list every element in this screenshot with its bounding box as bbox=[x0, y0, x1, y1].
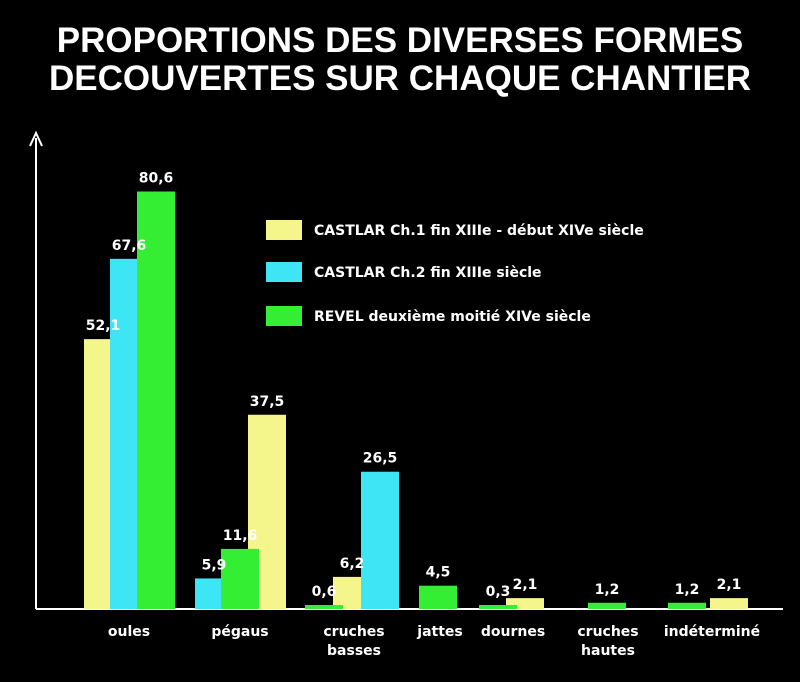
chart-legend: CASTLAR Ch.1 fin XIIIe - début XIVe sièc… bbox=[266, 220, 644, 326]
legend-swatch-series-2 bbox=[266, 262, 302, 282]
value-label-dournes-series-3: 0,3 bbox=[486, 584, 511, 600]
bar-cruches-basses-series-3 bbox=[305, 605, 343, 609]
value-label-dournes-series-1: 2,1 bbox=[513, 577, 538, 593]
x-tick-label-cruches-basses-line-1: cruches bbox=[323, 624, 384, 640]
value-label-cruches-hautes-series-3: 1,2 bbox=[595, 582, 620, 598]
bar-dournes-series-3 bbox=[479, 605, 517, 609]
value-label-cruches-basses-series-2: 26,5 bbox=[363, 451, 398, 467]
value-label-cruches-basses-series-1: 6,2 bbox=[340, 556, 365, 572]
legend-label-series-1: CASTLAR Ch.1 fin XIIIe - début XIVe sièc… bbox=[314, 223, 644, 239]
x-tick-label-dournes: dournes bbox=[481, 624, 545, 640]
chart-title: PROPORTIONS DES DIVERSES FORMES DECOUVER… bbox=[0, 22, 800, 98]
value-label-indetermine-series-3: 1,2 bbox=[675, 582, 700, 598]
bar-indetermine-series-3 bbox=[668, 602, 706, 609]
legend-swatch-series-3 bbox=[266, 306, 302, 326]
value-label-pegaus-series-3: 11,6 bbox=[223, 528, 258, 544]
x-tick-label-indetermine: indéterminé bbox=[664, 624, 760, 640]
chart-bars bbox=[84, 191, 748, 609]
bar-dournes-series-1 bbox=[506, 598, 544, 609]
x-tick-label-cruches-hautes-line-1: cruches bbox=[577, 624, 638, 640]
legend-swatch-series-1 bbox=[266, 220, 302, 240]
chart-value-labels: 52,167,680,637,55,911,66,226,50,64,52,10… bbox=[86, 170, 742, 600]
legend-label-series-3: REVEL deuxième moitié XIVe siècle bbox=[314, 309, 591, 325]
y-axis-arrow-icon bbox=[29, 130, 43, 147]
bar-oules-series-3 bbox=[137, 191, 175, 609]
bar-pegaus-series-3 bbox=[221, 548, 259, 609]
value-label-oules-series-2: 67,6 bbox=[112, 238, 147, 254]
legend-label-series-2: CASTLAR Ch.2 fin XIIIe siècle bbox=[314, 265, 542, 281]
x-tick-label-pegaus: pégaus bbox=[211, 624, 268, 640]
value-label-oules-series-3: 80,6 bbox=[139, 170, 174, 186]
x-tick-label-cruches-basses-line-2: basses bbox=[327, 643, 381, 659]
title-line-1: PROPORTIONS DES DIVERSES FORMES bbox=[56, 21, 744, 60]
bar-cruches-hautes-series-3 bbox=[588, 602, 626, 609]
x-tick-label-cruches-hautes-line-2: hautes bbox=[581, 643, 635, 659]
value-label-jattes-series-3: 4,5 bbox=[426, 565, 451, 581]
title-line-2: DECOUVERTES SUR CHAQUE CHANTIER bbox=[49, 59, 751, 98]
chart-x-tick-labels: oules pégaus cruches basses jattes dournes cru… bbox=[108, 624, 760, 659]
x-tick-label-oules: oules bbox=[108, 624, 150, 640]
value-label-oules-series-1: 52,1 bbox=[86, 318, 121, 334]
value-label-cruches-basses-series-3: 0,6 bbox=[312, 584, 337, 600]
bar-indetermine-series-1 bbox=[710, 598, 748, 609]
value-label-indetermine-series-1: 2,1 bbox=[717, 577, 742, 593]
bar-cruches-basses-series-2 bbox=[361, 471, 399, 609]
value-label-pegaus-series-1: 37,5 bbox=[250, 394, 285, 410]
x-tick-label-jattes: jattes bbox=[416, 624, 462, 640]
bar-jattes-series-3 bbox=[419, 585, 457, 609]
value-label-pegaus-series-2: 5,9 bbox=[202, 557, 227, 573]
